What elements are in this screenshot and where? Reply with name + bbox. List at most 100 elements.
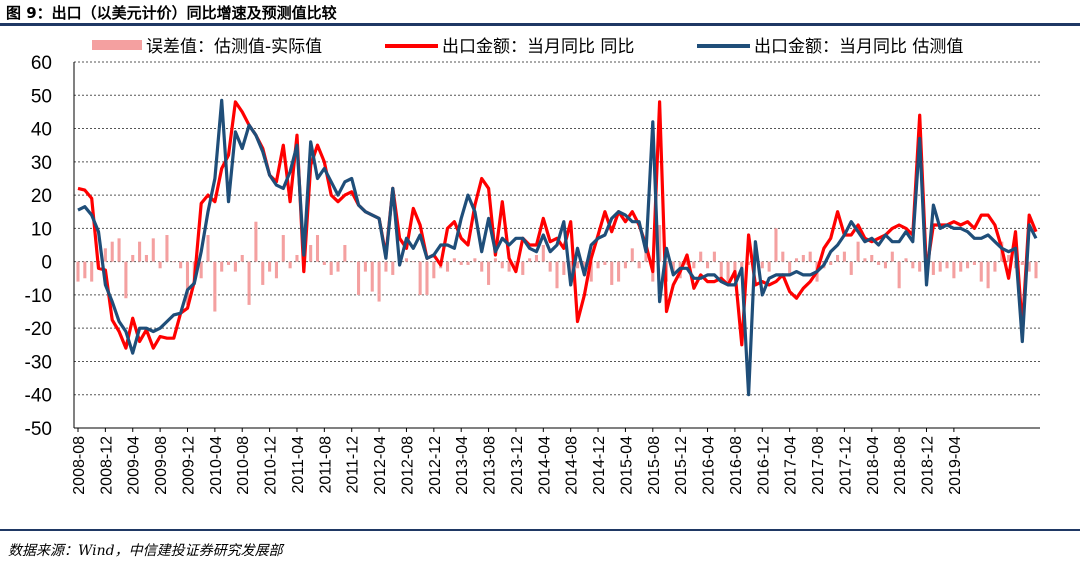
x-tick-label: 2015-08 <box>646 436 663 495</box>
error-bar <box>637 261 641 269</box>
error-bar <box>897 261 901 289</box>
error-bar <box>521 261 525 275</box>
error-bar <box>233 261 237 272</box>
y-tick-label: -30 <box>25 352 52 373</box>
error-bar <box>774 228 778 262</box>
error-bar <box>288 261 292 269</box>
legend-label-actual: 出口金额：当月同比 同比 <box>442 37 634 57</box>
error-bar <box>890 251 894 262</box>
error-bar <box>767 261 771 272</box>
error-bar <box>569 261 573 275</box>
error-bar <box>575 261 580 269</box>
x-tick-label: 2015-12 <box>673 436 690 495</box>
error-bar <box>589 261 593 282</box>
error-bar <box>966 261 970 269</box>
error-bar <box>952 261 956 279</box>
error-bar <box>322 261 326 265</box>
title-rule <box>0 23 1080 26</box>
error-bar <box>309 245 313 262</box>
error-bar <box>979 261 983 282</box>
error-bar <box>1034 261 1038 279</box>
error-bar <box>699 251 703 262</box>
error-bar <box>240 254 244 262</box>
x-tick-label: 2008-12 <box>98 436 115 495</box>
error-bar <box>261 261 265 285</box>
error-bar <box>370 261 374 292</box>
error-bar <box>644 248 648 262</box>
error-bar <box>877 261 881 265</box>
error-bar <box>459 261 463 265</box>
error-bar <box>185 261 190 305</box>
y-tick-label: -50 <box>25 419 52 440</box>
x-tick-label: 2017-04 <box>783 436 800 495</box>
error-bar <box>473 258 477 262</box>
x-tick-label: 2011-04 <box>290 436 307 494</box>
y-tick-label: 0 <box>41 253 52 274</box>
error-bar <box>452 258 456 262</box>
legend-label-estimate: 出口金额：当月同比 估测值 <box>754 37 963 57</box>
error-bar <box>719 261 723 279</box>
figure-source: 数据来源：Wind，中信建投证券研究发展部 <box>8 543 283 559</box>
error-bar <box>151 238 155 262</box>
x-tick-label: 2011-12 <box>345 436 362 494</box>
x-tick-label: 2009-08 <box>153 436 170 495</box>
x-tick-label: 2010-04 <box>208 436 225 495</box>
error-bar <box>548 261 552 272</box>
error-bar <box>836 254 840 262</box>
error-bar <box>959 261 963 272</box>
x-tick-label: 2018-08 <box>892 436 909 495</box>
error-bar <box>829 261 833 265</box>
x-tick-label: 2012-04 <box>372 436 389 495</box>
x-tick-label: 2009-12 <box>180 436 197 495</box>
error-bar <box>788 261 792 275</box>
x-tick-label: 2016-04 <box>701 436 718 495</box>
series-line-actual <box>77 100 1038 350</box>
y-tick-label: -40 <box>25 386 52 407</box>
error-bar <box>384 261 388 272</box>
error-bar <box>295 254 299 262</box>
x-tick-label: 2017-08 <box>810 436 827 495</box>
error-bar <box>418 261 422 295</box>
error-bar <box>179 261 183 269</box>
error-bar <box>500 261 504 269</box>
legend-swatch-error <box>92 40 142 50</box>
x-tick-label: 2008-08 <box>71 436 88 495</box>
error-bar <box>582 261 586 272</box>
error-bar <box>555 261 559 289</box>
error-bar <box>870 254 874 262</box>
error-bar <box>863 258 867 262</box>
error-bar <box>740 261 744 272</box>
error-bar <box>671 261 675 272</box>
y-tick-label: 50 <box>31 86 52 107</box>
y-axis-ticks: 60 50 40 30 20 10 0 -10 -20 -30 -40 -50 <box>25 53 52 440</box>
x-tick-label: 2011-08 <box>317 436 334 494</box>
error-bar <box>350 261 354 263</box>
error-bar <box>281 235 285 262</box>
x-tick-label: 2012-12 <box>427 436 444 495</box>
error-bar <box>336 261 340 272</box>
error-bar <box>493 258 497 262</box>
figure-title: 图 9：出口（以美元计价）同比增速及预测值比较 <box>6 4 337 22</box>
error-bar <box>630 248 634 262</box>
x-axis-ticks: 2008-08 2008-12 2009-04 2009-08 2009-12 2010-… <box>71 428 964 495</box>
x-tick-label: 2013-08 <box>482 436 499 495</box>
error-bar <box>562 261 566 275</box>
x-tick-label: 2013-04 <box>454 436 471 495</box>
error-bar <box>972 261 976 265</box>
x-tick-label: 2010-08 <box>235 436 252 495</box>
error-bar <box>658 225 662 262</box>
x-tick-label: 2017-12 <box>837 436 854 495</box>
error-bar <box>220 261 224 272</box>
error-bar <box>938 261 942 272</box>
error-bar <box>247 261 251 305</box>
error-bar <box>712 251 716 262</box>
error-bar <box>90 261 94 282</box>
x-tick-label: 2010-12 <box>263 436 280 495</box>
error-bar <box>794 258 799 262</box>
error-bar <box>131 254 135 262</box>
error-bar <box>315 235 320 262</box>
y-tick-label: -10 <box>25 286 52 307</box>
x-tick-label: 2016-08 <box>728 436 745 495</box>
error-bar <box>124 261 128 299</box>
error-bar <box>144 254 148 262</box>
